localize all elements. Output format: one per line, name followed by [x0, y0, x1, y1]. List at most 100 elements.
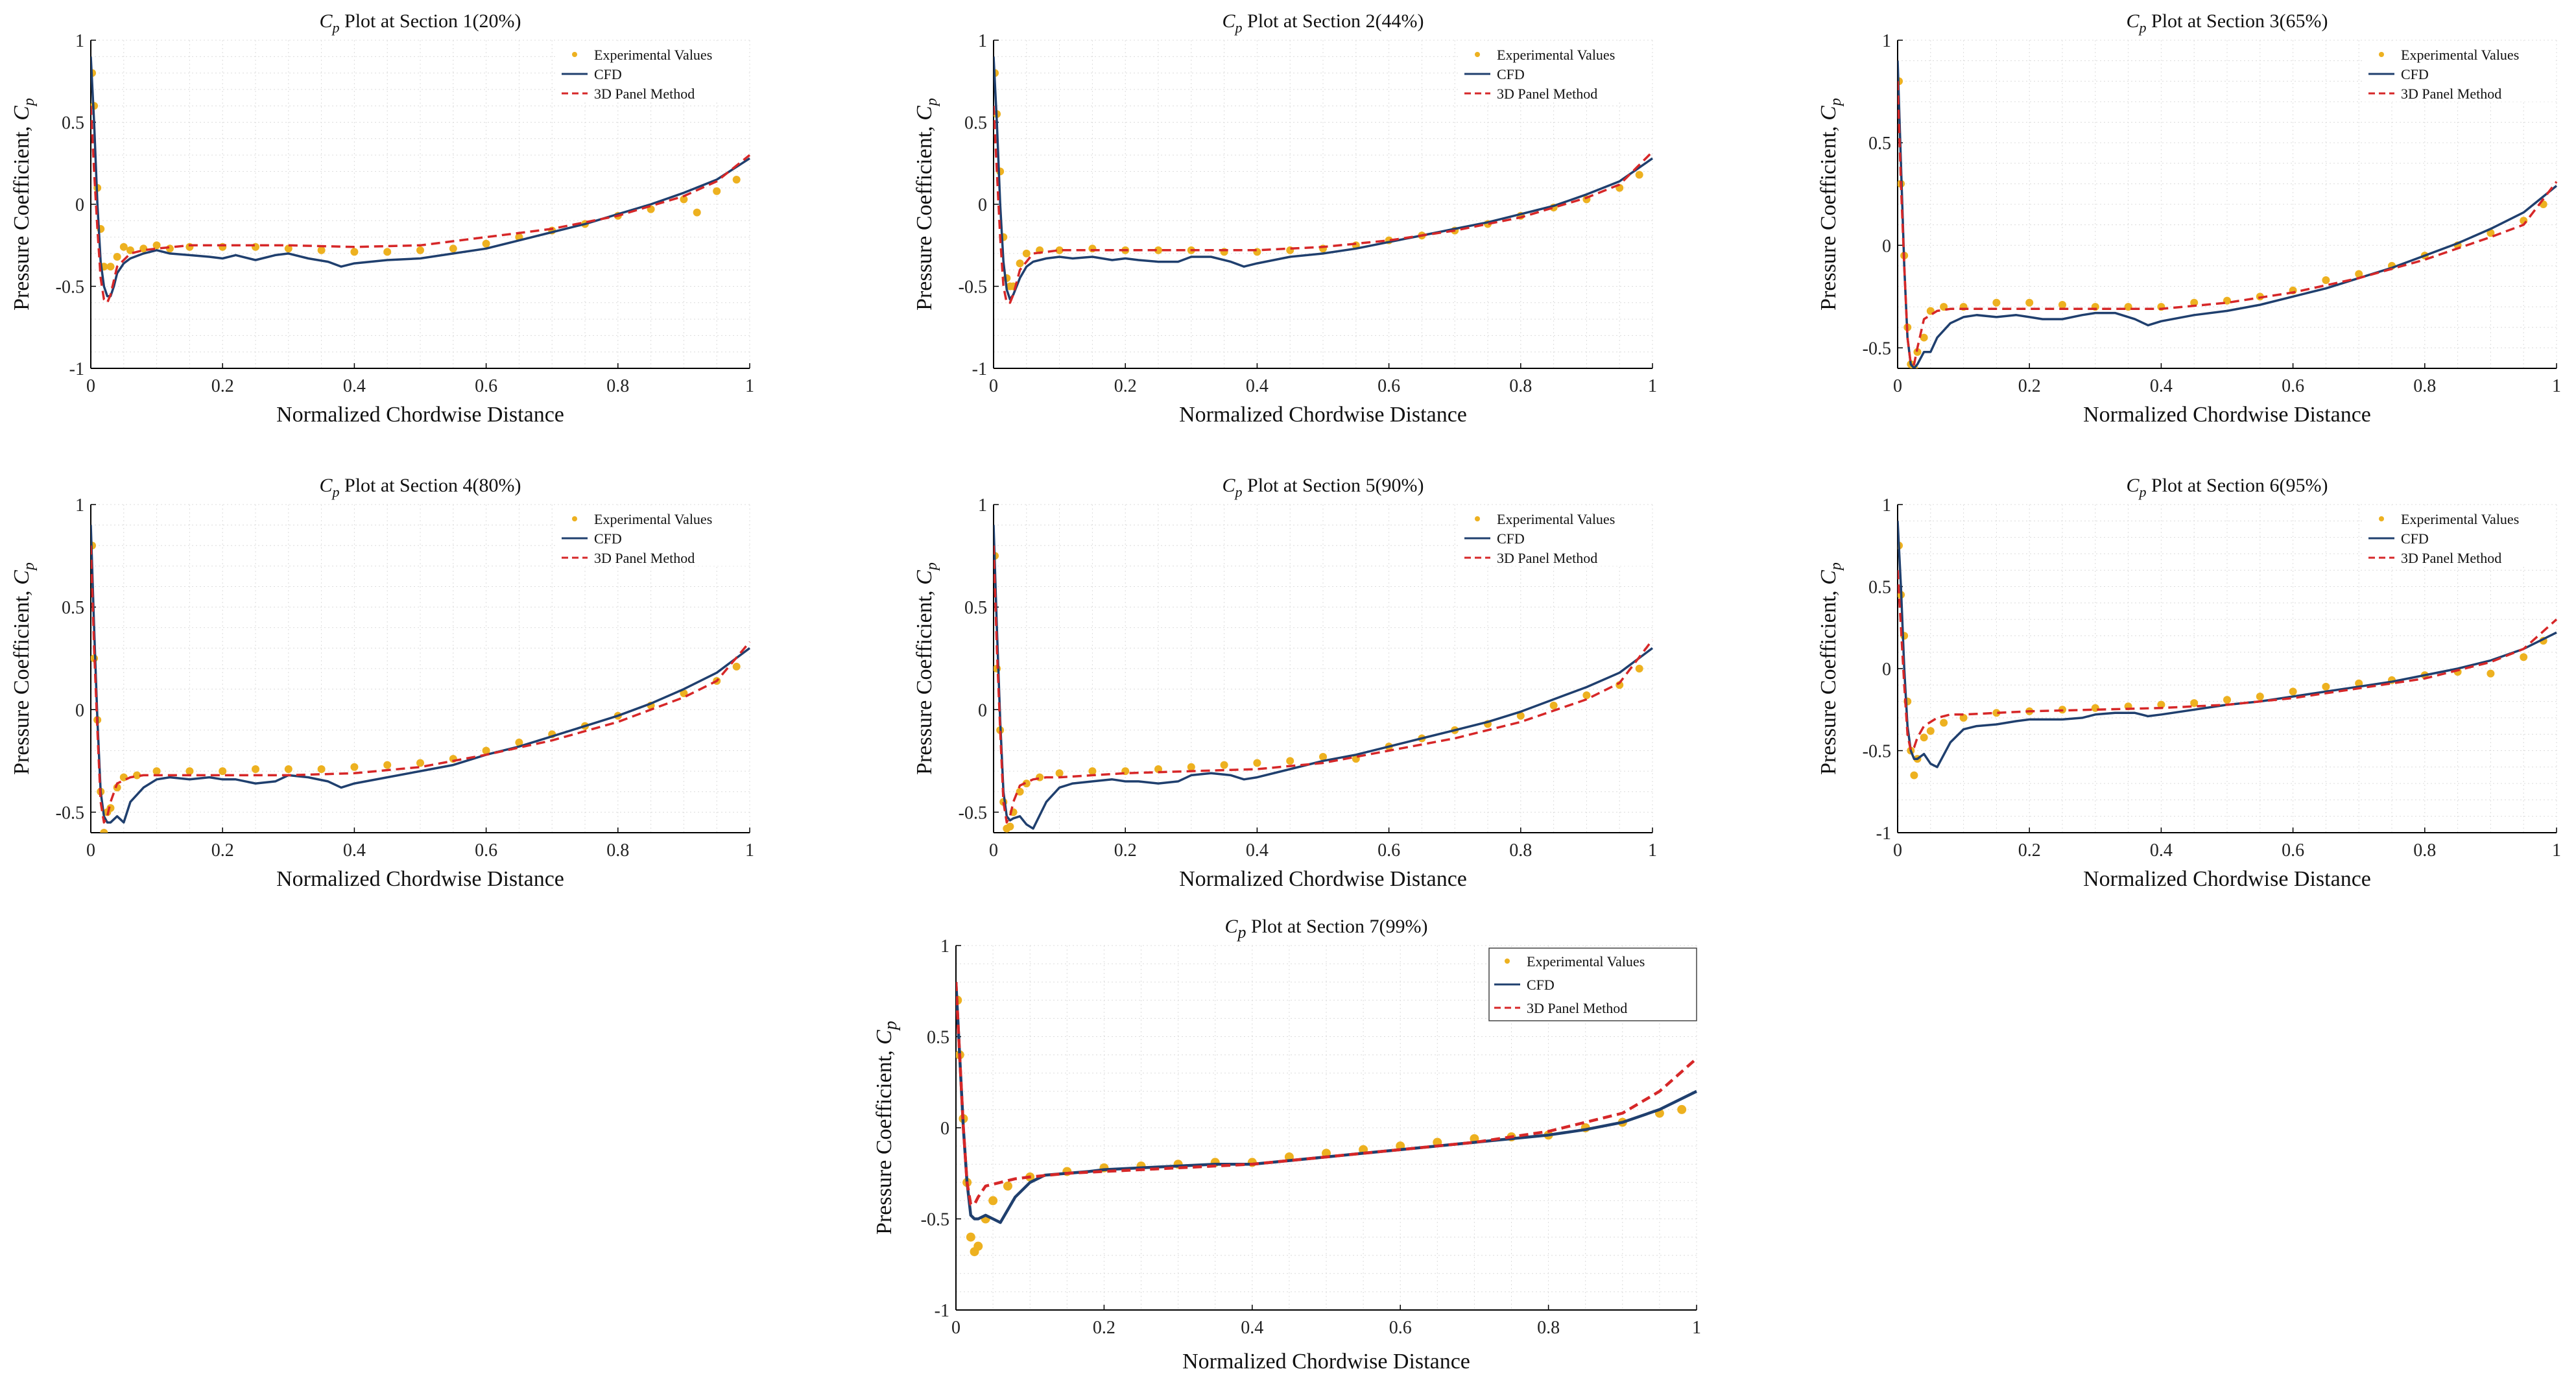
x-tick-label: 0	[989, 840, 998, 861]
x-tick-label: 0.2	[211, 840, 234, 861]
legend: Experimental Values CFD 3D Panel Method	[2363, 505, 2556, 566]
experimental-point	[1913, 348, 1922, 356]
y-tick-label: -1	[69, 359, 84, 379]
chart-title: Cp Plot at Section 4(80%)	[320, 475, 521, 500]
experimental-point	[383, 761, 392, 769]
y-tick-label: -0.5	[56, 278, 84, 298]
y-tick-label: 0	[1882, 660, 1891, 680]
experimental-point	[1088, 767, 1097, 776]
legend-label: 3D Panel Method	[1527, 1000, 1627, 1016]
y-axis-label: Pressure Coefficient, Cp	[872, 1021, 901, 1235]
legend-box	[2363, 505, 2556, 566]
experimental-point	[2124, 303, 2132, 311]
legend-label: CFD	[1527, 977, 1555, 993]
experimental-point	[383, 248, 392, 256]
legend-label: Experimental Values	[2401, 511, 2519, 527]
experimental-point	[252, 765, 259, 773]
experimental-point	[119, 243, 128, 251]
experimental-point	[1187, 763, 1195, 771]
experimental-point	[1319, 752, 1327, 761]
x-tick-label: 0.2	[211, 376, 234, 396]
experimental-point	[1677, 1104, 1687, 1114]
experimental-point	[2487, 229, 2495, 237]
experimental-point	[219, 767, 227, 776]
legend-label: 3D Panel Method	[594, 86, 695, 102]
experimental-point	[113, 252, 121, 261]
experimental-point	[350, 763, 359, 771]
x-tick-label: 0.4	[2150, 840, 2173, 861]
y-axis-label: Pressure Coefficient, Cp	[10, 98, 38, 311]
experimental-point	[2355, 270, 2363, 278]
experimental-point	[1154, 246, 1162, 254]
y-tick-label: 1	[940, 936, 949, 957]
x-axis-label: Normalized Chordwise Distance	[2083, 867, 2371, 891]
experimental-point	[2322, 682, 2330, 691]
experimental-point	[2157, 700, 2165, 709]
y-tick-label: 0	[75, 700, 84, 720]
experimental-point	[2487, 669, 2495, 678]
chart-title: Cp Plot at Section 3(65%)	[2127, 10, 2328, 36]
legend-box	[556, 505, 749, 566]
y-tick-label: 0.5	[1868, 134, 1891, 154]
experimental-point	[2025, 298, 2034, 307]
legend-label: 3D Panel Method	[2401, 550, 2501, 566]
x-tick-label: 0	[951, 1318, 960, 1338]
x-tick-label: 0.6	[1389, 1318, 1412, 1338]
cfd-line	[1898, 521, 2557, 768]
y-tick-label: 0.5	[964, 598, 987, 618]
experimental-point	[2190, 699, 2199, 708]
legend-marker-experimental	[572, 52, 577, 57]
experimental-point	[1992, 709, 2001, 717]
x-axis-label: Normalized Chordwise Distance	[1182, 1350, 1470, 1374]
legend-label: 3D Panel Method	[594, 550, 695, 566]
x-tick-label: 0.6	[475, 840, 497, 861]
experimental-point	[1549, 701, 1558, 709]
legend-label: Experimental Values	[594, 511, 712, 527]
y-tick-label: -0.5	[1863, 339, 1891, 359]
x-tick-label: 0	[1893, 840, 1902, 861]
legend-box	[556, 41, 749, 102]
experimental-point	[1516, 711, 1525, 720]
chart-svg: 0 0.2 0.4 0.6 0.8 1 -1 -0.5 0 0.5 1 Cp Plot at Sect…	[10, 10, 754, 427]
x-tick-label: 1	[745, 840, 754, 861]
legend-label: Experimental Values	[2401, 47, 2519, 63]
experimental-point	[973, 1241, 983, 1251]
experimental-point	[1253, 759, 1261, 767]
x-tick-label: 1	[1692, 1318, 1701, 1338]
experimental-point	[1959, 713, 1968, 722]
y-tick-label: 0	[978, 195, 987, 215]
legend-label: CFD	[594, 66, 622, 82]
y-tick-label: 0.5	[1868, 578, 1891, 598]
chart-section-6: 0 0.2 0.4 0.6 0.8 1 -1 -0.5 0 0.5 1 Cp Plot at Sect…	[1800, 466, 2570, 898]
x-tick-label: 0.4	[1246, 376, 1269, 396]
x-tick-label: 0.4	[343, 840, 366, 861]
experimental-point	[449, 244, 457, 253]
experimental-point	[713, 187, 721, 195]
x-tick-label: 0.6	[475, 376, 497, 396]
experimental-point	[317, 765, 326, 773]
experimental-point	[482, 239, 490, 248]
experimental-point	[1992, 298, 2001, 307]
x-axis-label: Normalized Chordwise Distance	[2083, 403, 2371, 427]
y-tick-label: 1	[75, 495, 84, 516]
x-tick-label: 1	[2552, 840, 2561, 861]
x-tick-label: 0.6	[1377, 840, 1400, 861]
legend: Experimental Values CFD 3D Panel Method	[556, 41, 749, 102]
y-tick-label: 0	[978, 700, 987, 720]
x-tick-label: 0.6	[2282, 840, 2304, 861]
x-tick-label: 0.2	[2018, 376, 2041, 396]
x-tick-label: 0	[989, 376, 998, 396]
y-tick-label: -0.5	[921, 1210, 949, 1230]
chart-svg: 0 0.2 0.4 0.6 0.8 1 -1 -0.5 0 0.5 1 Cp Plot at Sect…	[912, 10, 1657, 427]
experimental-point	[317, 246, 326, 254]
chart-title: Cp Plot at Section 2(44%)	[1222, 10, 1424, 36]
x-tick-label: 0.8	[2413, 840, 2436, 861]
experimental-point	[133, 771, 141, 780]
experimental-point	[106, 263, 115, 271]
x-tick-label: 0	[86, 376, 95, 396]
panel-method-line	[994, 545, 1654, 824]
y-axis-label: Pressure Coefficient, Cp	[912, 562, 940, 775]
experimental-point	[732, 176, 741, 184]
experimental-point	[416, 246, 424, 254]
